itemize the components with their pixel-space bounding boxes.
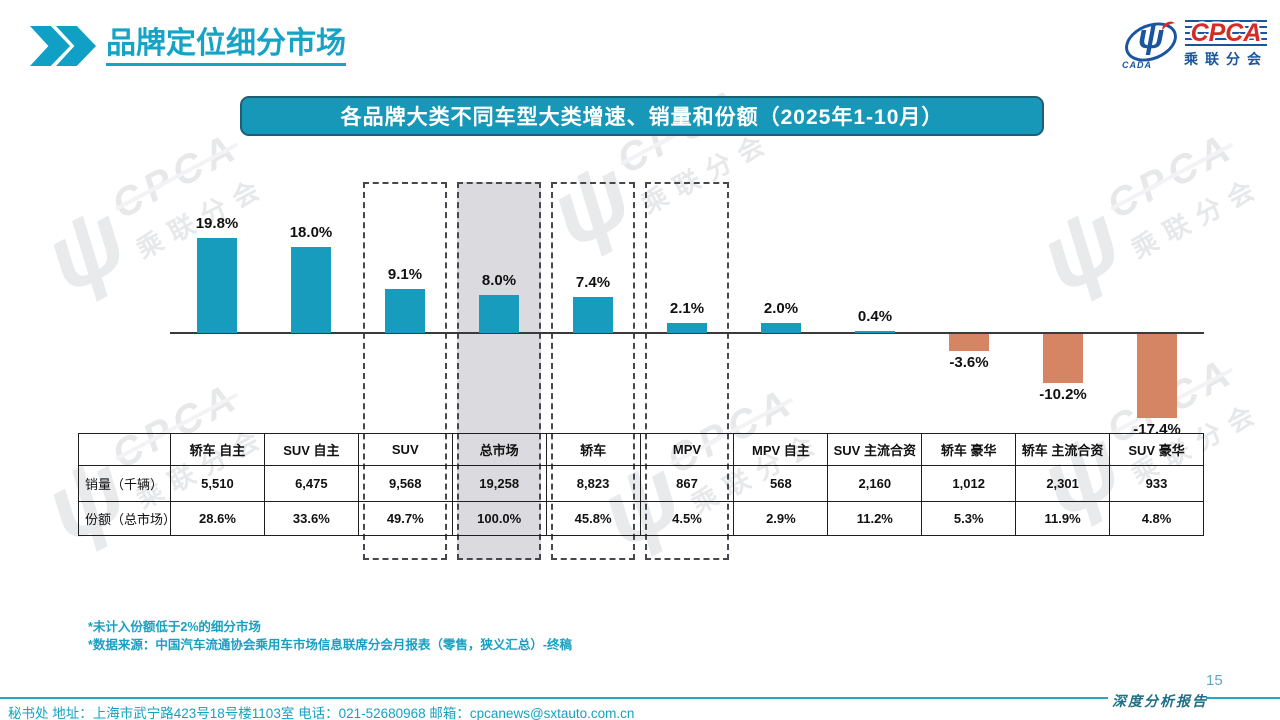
report-type-label: 深度分析报告 bbox=[1112, 694, 1208, 710]
column-header-轿车 自主: 轿车 自主 bbox=[170, 433, 265, 466]
chart-title-banner: 各品牌大类不同车型大类增速、销量和份额（2025年1-10月） bbox=[240, 96, 1044, 136]
table-cell: 568 bbox=[733, 465, 829, 502]
row-header: 销量（千辆） bbox=[78, 465, 171, 502]
table-cell: 5,510 bbox=[170, 465, 265, 502]
table-cell: 11.2% bbox=[827, 501, 923, 536]
table-cell: 28.6% bbox=[170, 501, 265, 536]
bar-SUV 自主 bbox=[291, 247, 331, 333]
table-cell: 4.5% bbox=[639, 501, 735, 536]
column-header-MPV: MPV bbox=[639, 433, 735, 466]
bar-value-label: 0.4% bbox=[857, 308, 893, 325]
table-cell: 933 bbox=[1109, 465, 1204, 502]
footer-contact-info: 秘书处 地址：上海市武宁路423号18号楼1103室 电话：021-526809… bbox=[8, 706, 635, 720]
bar-MPV bbox=[667, 323, 707, 333]
footnotes: *未计入份额低于2%的细分市场 *数据来源：中国汽车流通协会乘用车市场信息联席分… bbox=[88, 618, 572, 654]
logo-psi-icon: ψ bbox=[1138, 17, 1165, 56]
logo-cpca-text: CPCA bbox=[1190, 19, 1262, 47]
table-cell: 4.8% bbox=[1109, 501, 1204, 536]
column-header-轿车 豪华: 轿车 豪华 bbox=[921, 433, 1017, 466]
cpca-logo: ψ CADA CPCA 乘联分会 bbox=[1119, 14, 1268, 70]
table-cell: 49.7% bbox=[357, 501, 453, 536]
column-header-轿车: 轿车 bbox=[545, 433, 641, 466]
cpca-swirl-icon: ψ CADA bbox=[1119, 14, 1183, 70]
logo-subtitle: 乘联分会 bbox=[1184, 51, 1268, 67]
table-cell: 9,568 bbox=[357, 465, 453, 502]
bar-轿车 豪华 bbox=[949, 334, 989, 351]
bar-value-label: -3.6% bbox=[949, 354, 989, 371]
table-cell: 867 bbox=[639, 465, 735, 502]
bar-value-label: 7.4% bbox=[575, 274, 611, 291]
bar-value-label: 2.0% bbox=[763, 300, 799, 317]
bar-总市场 bbox=[479, 295, 519, 333]
table-cell: 5.3% bbox=[921, 501, 1017, 536]
bar-value-label: -10.2% bbox=[1039, 386, 1087, 403]
bar-value-label: 8.0% bbox=[481, 272, 517, 289]
logo-cada-text: CADA bbox=[1122, 59, 1152, 70]
column-header-总市场: 总市场 bbox=[451, 433, 547, 466]
logo-cpca-stripes: CPCA bbox=[1184, 19, 1268, 47]
highlight-box-SUV bbox=[363, 182, 447, 560]
page-number: 15 bbox=[1206, 672, 1223, 689]
table-cell: 33.6% bbox=[263, 501, 359, 536]
logo-wordmark: CPCA 乘联分会 bbox=[1184, 20, 1268, 69]
column-header-SUV 主流合资: SUV 主流合资 bbox=[827, 433, 923, 466]
table-cell: 19,258 bbox=[451, 465, 547, 502]
table-cell: 2.9% bbox=[733, 501, 829, 536]
table-cell: 2,301 bbox=[1015, 465, 1111, 502]
x-axis-line bbox=[170, 332, 1204, 334]
highlight-box-MPV bbox=[645, 182, 729, 560]
header: 品牌定位细分市场 bbox=[30, 26, 346, 66]
column-header-MPV 自主: MPV 自主 bbox=[733, 433, 829, 466]
bar-MPV 自主 bbox=[761, 323, 801, 333]
footnote-2: *数据来源：中国汽车流通协会乘用车市场信息联席分会月报表（零售，狭义汇总）-终稿 bbox=[88, 638, 573, 653]
table-corner-cell bbox=[78, 433, 171, 466]
bar-value-label: 9.1% bbox=[387, 266, 423, 283]
column-header-SUV 自主: SUV 自主 bbox=[263, 433, 359, 466]
footnote-1: *未计入份额低于2%的细分市场 bbox=[88, 620, 261, 634]
bar-value-label: 19.8% bbox=[195, 215, 239, 232]
bar-轿车 自主 bbox=[197, 238, 237, 333]
table-row: 份额（总市场） 28.6% 33.6% 49.7% 100.0% 45.8% 4.5% 2.9… bbox=[78, 501, 1204, 536]
table-cell: 6,475 bbox=[263, 465, 359, 502]
footer-divider-line bbox=[1206, 697, 1280, 699]
column-header-SUV 豪华: SUV 豪华 bbox=[1109, 433, 1204, 466]
table-cell: 1,012 bbox=[921, 465, 1017, 502]
footer-divider-line bbox=[0, 697, 1108, 699]
table-cell: 8,823 bbox=[545, 465, 641, 502]
bar-轿车 bbox=[573, 297, 613, 333]
bar-value-label: 18.0% bbox=[289, 224, 333, 241]
highlight-box-轿车 bbox=[551, 182, 635, 560]
bar-value-label: 2.1% bbox=[669, 300, 705, 317]
row-header: 份额（总市场） bbox=[78, 501, 171, 536]
table-cell: 2,160 bbox=[827, 465, 923, 502]
page-title: 品牌定位细分市场 bbox=[106, 26, 346, 66]
table-row: 销量（千辆） 5,510 6,475 9,568 19,258 8,823 867 568 2,… bbox=[78, 465, 1204, 502]
bar-轿车 主流合资 bbox=[1043, 334, 1083, 383]
bar-SUV 豪华 bbox=[1137, 334, 1177, 418]
column-header-轿车 主流合资: 轿车 主流合资 bbox=[1015, 433, 1111, 466]
data-table: 轿车 自主 SUV 自主 SUV 总市场 轿车 MPV MPV 自主 SUV 主流合资 轿车 豪… bbox=[78, 433, 1204, 536]
bar-SUV bbox=[385, 289, 425, 333]
table-cell: 100.0% bbox=[451, 501, 547, 536]
table-cell: 45.8% bbox=[545, 501, 641, 536]
bar-SUV 主流合资 bbox=[855, 331, 895, 333]
column-header-SUV: SUV bbox=[357, 433, 453, 466]
table-cell: 11.9% bbox=[1015, 501, 1111, 536]
